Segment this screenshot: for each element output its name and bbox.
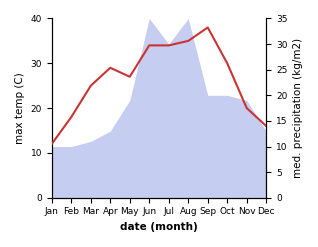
Y-axis label: max temp (C): max temp (C) — [15, 72, 25, 144]
X-axis label: date (month): date (month) — [120, 222, 198, 232]
Y-axis label: med. precipitation (kg/m2): med. precipitation (kg/m2) — [293, 38, 303, 178]
